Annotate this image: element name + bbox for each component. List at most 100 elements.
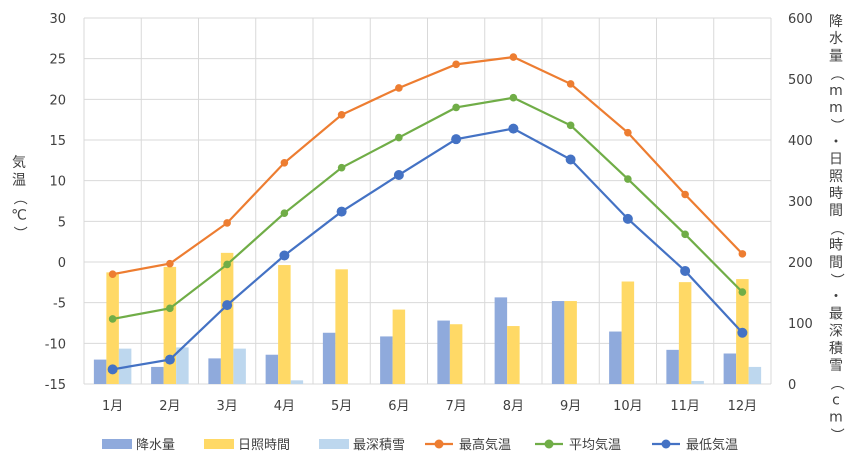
legend-swatch: [319, 439, 349, 449]
line-max-temp: [112, 55, 744, 276]
point-min-temp: [279, 250, 290, 261]
y-left-tick-label: 25: [49, 53, 66, 68]
x-tick-label: 9月: [560, 399, 581, 414]
bar-snow: [290, 380, 304, 384]
y-right-title: （: [828, 376, 844, 390]
bar-sunshine: [449, 324, 463, 384]
y-right-title: m: [829, 100, 843, 116]
point-min-temp: [336, 206, 347, 217]
point-max-temp: [395, 84, 403, 92]
y-right-title: 間: [829, 255, 843, 271]
point-mean-temp: [566, 121, 575, 130]
point-max-temp: [452, 60, 460, 69]
y-left-title: （: [11, 191, 27, 205]
point-mean-temp: [280, 209, 289, 217]
bar-sunshine: [220, 252, 234, 384]
y-right-title: ）: [828, 273, 844, 287]
legend-swatch: [204, 439, 234, 449]
point-min-temp: [622, 213, 633, 224]
y-left-tick-label: 30: [49, 12, 66, 27]
point-max-temp: [624, 128, 632, 137]
point-max-temp: [566, 80, 575, 88]
y-right-title: 時: [829, 186, 843, 202]
y-left-tick-label: -5: [53, 297, 66, 312]
line-min-temp: [112, 127, 744, 371]
y-right-title: 照: [829, 169, 843, 185]
legend-label: 降水量: [136, 438, 175, 452]
axes: -15-10-505101520253001002003004005006001…: [11, 12, 844, 442]
bar-series: [93, 252, 762, 384]
y-left-tick-label: 5: [58, 215, 66, 230]
bar-sunshine: [392, 309, 406, 384]
y-right-title: （: [828, 221, 844, 235]
y-right-title: ）: [828, 118, 844, 132]
point-max-temp: [681, 190, 689, 199]
point-min-temp: [164, 354, 175, 365]
point-max-temp: [108, 270, 117, 279]
y-right-title: 雪: [829, 358, 843, 374]
bar-snow: [691, 380, 704, 384]
x-tick-label: 6月: [388, 399, 409, 414]
y-right-title: 最: [829, 306, 843, 322]
legend-label: 最低気温: [686, 437, 738, 452]
bar-sunshine: [678, 282, 692, 384]
y-left-tick-label: 15: [49, 134, 66, 149]
x-tick-label: 11月: [670, 399, 700, 414]
bar-snow: [748, 366, 762, 384]
legend-label: 日照時間: [238, 438, 290, 452]
point-mean-temp: [108, 315, 117, 323]
x-tick-label: 10月: [613, 399, 643, 414]
point-min-temp: [222, 300, 233, 311]
y-right-title: m: [829, 410, 843, 426]
bar-precipitation: [437, 320, 450, 384]
point-mean-temp: [166, 304, 174, 313]
point-max-temp: [280, 158, 289, 167]
point-max-temp: [509, 53, 518, 61]
legend-marker: [544, 439, 554, 449]
bar-precipitation: [380, 336, 393, 384]
point-min-temp: [680, 265, 691, 276]
y-right-title: 深: [829, 324, 843, 340]
bar-precipitation: [322, 332, 336, 384]
point-min-temp: [565, 154, 576, 165]
y-left-tick-label: 0: [58, 256, 66, 271]
y-left-tick-label: -10: [45, 337, 66, 352]
y-right-tick-label: 400: [788, 134, 813, 149]
x-tick-label: 5月: [331, 399, 352, 414]
y-right-title: ・: [829, 134, 843, 150]
y-right-title: 積: [829, 341, 843, 357]
y-right-title: 量: [829, 48, 843, 64]
bar-precipitation: [494, 297, 508, 384]
bar-sunshine: [163, 266, 177, 384]
legend-label: 最高気温: [459, 437, 511, 452]
bar-sunshine: [278, 265, 291, 384]
y-right-title: 降: [829, 14, 843, 30]
x-tick-label: 1月: [102, 399, 123, 414]
legend-marker: [661, 439, 671, 449]
point-mean-temp: [395, 133, 403, 142]
x-tick-label: 8月: [503, 399, 524, 414]
point-mean-temp: [624, 175, 632, 183]
y-right-tick-label: 0: [788, 378, 796, 393]
bar-precipitation: [93, 359, 107, 384]
point-max-temp: [738, 250, 747, 258]
y-right-title: 水: [829, 31, 843, 47]
gridlines: [83, 17, 772, 385]
y-right-title: c: [832, 392, 840, 408]
point-min-temp: [393, 169, 404, 180]
bar-sunshine: [335, 269, 348, 384]
bar-sunshine: [507, 326, 520, 384]
point-mean-temp: [223, 260, 231, 269]
bar-precipitation: [265, 354, 279, 384]
point-mean-temp: [452, 103, 460, 112]
x-tick-label: 4月: [274, 399, 295, 414]
point-min-temp: [737, 327, 748, 338]
point-mean-temp: [738, 288, 747, 296]
y-left-title: ）: [11, 226, 27, 240]
y-right-tick-label: 500: [788, 73, 813, 88]
point-mean-temp: [337, 163, 346, 172]
point-max-temp: [337, 110, 346, 119]
legend-label: 最深積雪: [353, 438, 405, 452]
line-series: [107, 53, 748, 375]
y-left-title: ℃: [11, 208, 27, 224]
